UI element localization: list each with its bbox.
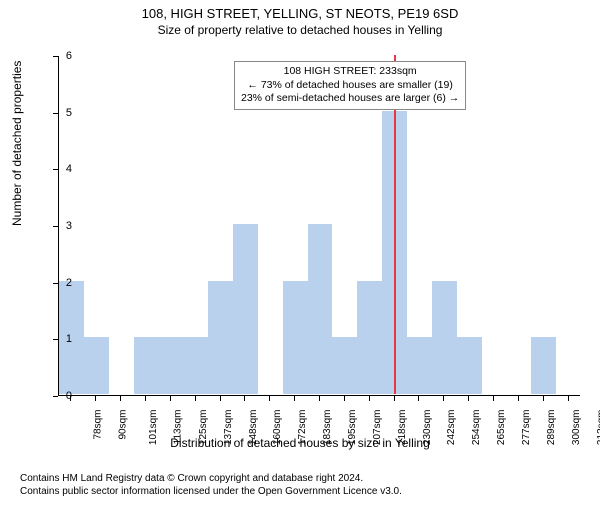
bar	[457, 337, 482, 394]
bar	[283, 281, 308, 394]
x-tick-label: 218sqm	[397, 410, 408, 446]
x-tick-mark	[418, 396, 419, 401]
bar	[407, 337, 432, 394]
x-tick-mark	[443, 396, 444, 401]
x-tick-label: 113sqm	[172, 410, 183, 445]
x-tick-mark	[568, 396, 569, 401]
y-tick-mark	[53, 339, 58, 340]
bar	[531, 337, 556, 394]
y-tick-mark	[53, 396, 58, 397]
x-tick-mark	[319, 396, 320, 401]
callout-line-2: ← 73% of detached houses are smaller (19…	[241, 79, 459, 93]
chart-title: 108, HIGH STREET, YELLING, ST NEOTS, PE1…	[0, 6, 600, 21]
x-tick-mark	[120, 396, 121, 401]
x-tick-mark	[294, 396, 295, 401]
x-tick-label: 277sqm	[521, 410, 532, 446]
callout-line-1: 108 HIGH STREET: 233sqm	[241, 65, 459, 79]
x-tick-mark	[518, 396, 519, 401]
x-tick-label: 265sqm	[496, 410, 507, 446]
x-tick-label: 195sqm	[347, 410, 358, 446]
x-tick-label: 242sqm	[447, 410, 458, 446]
x-tick-label: 183sqm	[322, 410, 333, 446]
y-tick-mark	[53, 226, 58, 227]
x-tick-mark	[170, 396, 171, 401]
x-tick-mark	[369, 396, 370, 401]
footer-line-1: Contains HM Land Registry data © Crown c…	[20, 473, 402, 486]
x-tick-mark	[145, 396, 146, 401]
x-tick-mark	[95, 396, 96, 401]
bar	[158, 337, 183, 394]
y-tick-mark	[53, 283, 58, 284]
x-tick-mark	[394, 396, 395, 401]
x-tick-label: 254sqm	[471, 410, 482, 446]
callout-box: 108 HIGH STREET: 233sqm← 73% of detached…	[234, 61, 466, 110]
callout-line-3: 23% of semi-detached houses are larger (…	[241, 92, 459, 106]
x-tick-label: 137sqm	[223, 410, 234, 446]
bar	[432, 281, 457, 394]
y-axis-label: Number of detached properties	[10, 61, 24, 226]
bar	[183, 337, 208, 394]
x-tick-label: 101sqm	[148, 410, 159, 446]
x-tick-mark	[244, 396, 245, 401]
x-tick-label: 312sqm	[596, 410, 600, 446]
x-tick-mark	[220, 396, 221, 401]
bar	[208, 281, 233, 394]
bar	[84, 337, 109, 394]
bar	[308, 224, 333, 394]
x-tick-label: 230sqm	[422, 410, 433, 446]
y-tick-mark	[53, 56, 58, 57]
footer-line-2: Contains public sector information licen…	[20, 486, 402, 499]
bar	[332, 337, 357, 394]
x-tick-mark	[493, 396, 494, 401]
x-tick-label: 125sqm	[198, 410, 209, 446]
bar	[233, 224, 258, 394]
footer-attribution: Contains HM Land Registry data © Crown c…	[20, 473, 402, 498]
chart-area: 108 HIGH STREET: 233sqm← 73% of detached…	[58, 56, 580, 396]
x-tick-label: 207sqm	[372, 410, 383, 446]
x-tick-label: 300sqm	[571, 410, 582, 446]
x-tick-mark	[543, 396, 544, 401]
x-tick-label: 160sqm	[273, 410, 284, 446]
y-tick-mark	[53, 169, 58, 170]
x-tick-mark	[468, 396, 469, 401]
plot-area: 108 HIGH STREET: 233sqm← 73% of detached…	[58, 56, 580, 396]
chart-subtitle: Size of property relative to detached ho…	[0, 23, 600, 37]
x-tick-label: 148sqm	[248, 410, 259, 446]
x-tick-mark	[269, 396, 270, 401]
x-tick-label: 78sqm	[93, 410, 104, 440]
bar	[134, 337, 159, 394]
x-tick-label: 90sqm	[118, 410, 129, 440]
x-tick-mark	[344, 396, 345, 401]
x-tick-mark	[70, 396, 71, 401]
x-tick-label: 289sqm	[546, 410, 557, 446]
y-tick-mark	[53, 113, 58, 114]
x-tick-mark	[195, 396, 196, 401]
x-tick-label: 172sqm	[297, 410, 308, 446]
bar	[357, 281, 382, 394]
